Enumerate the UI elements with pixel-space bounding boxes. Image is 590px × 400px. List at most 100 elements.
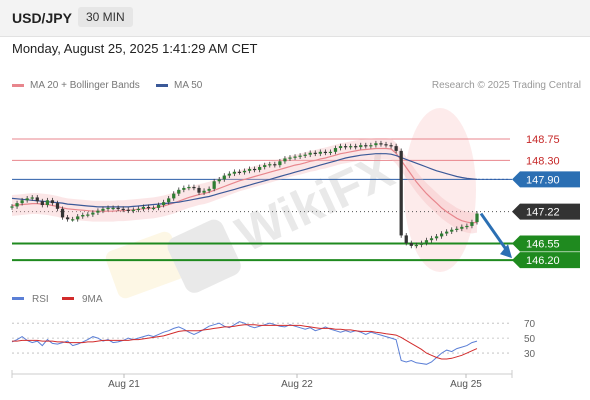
candle (268, 164, 272, 166)
rsi-line (11, 321, 478, 365)
candle (60, 208, 65, 218)
candle (288, 157, 292, 159)
level-label-147.22: 147.22 (512, 203, 580, 220)
legend-ma20-label: MA 20 + Bollinger Bands (30, 80, 140, 91)
candle (237, 171, 242, 173)
candle (328, 151, 333, 154)
x-tick-label: Aug 25 (450, 379, 482, 390)
forecast-arrow-icon (479, 212, 512, 259)
candle (419, 243, 424, 245)
rsi-legend: RSI 9MA (12, 294, 103, 305)
candle (202, 190, 206, 193)
ma50-swatch (156, 83, 168, 87)
candle (424, 240, 429, 244)
candle (349, 146, 353, 148)
candle (55, 203, 60, 209)
candle (121, 208, 125, 211)
x-tick-label: Aug 22 (281, 379, 313, 390)
candle (156, 205, 161, 208)
candle (283, 158, 287, 162)
ma20-line (11, 147, 478, 224)
candle (76, 216, 80, 220)
price-levels (12, 138, 518, 262)
candle (116, 207, 120, 210)
candle (45, 200, 50, 206)
ma50-line (11, 153, 478, 208)
level-label-146.20: 146.20 (512, 252, 580, 269)
ma9-legend-label: 9MA (82, 294, 103, 305)
x-tick-label: Aug 21 (108, 379, 140, 390)
candle (192, 186, 196, 189)
candle (414, 244, 418, 247)
level-tag (512, 235, 580, 252)
candle (389, 145, 393, 147)
legend-ma50-label: MA 50 (174, 80, 203, 91)
symbol-label: USD/JPY (12, 10, 72, 26)
header-bar: USD/JPY 30 MIN (0, 0, 590, 37)
candle (475, 213, 479, 223)
legend-ma20: MA 20 + Bollinger Bands (12, 80, 140, 91)
candle (131, 209, 135, 211)
level-label-148.30: 148.30 (526, 155, 560, 167)
rsi-tick-label: 50 (524, 334, 536, 345)
candle (81, 215, 85, 217)
candle (232, 171, 237, 174)
candle (303, 154, 307, 156)
legend-ma50: MA 50 (156, 80, 202, 91)
candle (434, 236, 439, 239)
candle (313, 152, 317, 154)
candle (182, 187, 186, 190)
rsi-legend-label: RSI (32, 294, 49, 305)
candle (212, 181, 216, 189)
candle (217, 179, 221, 182)
candle (379, 143, 383, 145)
candle (91, 212, 95, 215)
candle (364, 145, 368, 147)
candle (40, 201, 44, 206)
level-text: 147.90 (526, 174, 560, 186)
candle (227, 173, 231, 176)
candle (106, 207, 110, 210)
candle (343, 146, 348, 148)
datetime-label: Monday, August 25, 2025 1:41:29 AM CET (12, 41, 258, 56)
candle (126, 209, 130, 211)
rsi-swatch (12, 297, 24, 300)
x-axis: Aug 21 Aug 22 Aug 25 (11, 370, 513, 390)
level-tag (512, 252, 580, 269)
candle (369, 145, 373, 147)
candle (338, 146, 343, 149)
candle (359, 145, 363, 148)
timeframe-button[interactable]: 30 MIN (78, 7, 133, 27)
level-labels: 148.75 148.30 147.90 147.22 146.55 146.20 (512, 134, 580, 269)
candle (15, 203, 19, 207)
candle (354, 146, 358, 148)
credit-label: Research © 2025 Trading Central (431, 80, 581, 91)
candle (323, 151, 327, 154)
candle (470, 222, 474, 226)
candle (308, 152, 312, 155)
candle (465, 225, 469, 228)
candle (65, 217, 70, 220)
candle (146, 206, 151, 209)
candle (20, 200, 24, 204)
rsi-tick-label: 30 (524, 349, 536, 360)
candle (167, 198, 171, 203)
candle (25, 198, 29, 201)
candle (86, 214, 90, 216)
candle (293, 156, 297, 158)
level-label-148.75: 148.75 (526, 134, 560, 146)
arrow-head (500, 244, 512, 259)
candle (96, 210, 100, 213)
candle (136, 208, 140, 211)
level-tag (512, 171, 580, 188)
candle (172, 193, 176, 199)
candle (71, 219, 75, 221)
candle (187, 186, 191, 189)
level-text: 148.30 (526, 155, 560, 167)
candle (450, 229, 454, 232)
rsi-panel: 70 50 30 (11, 319, 536, 365)
candle (273, 164, 277, 166)
level-label-146.55: 146.55 (512, 235, 580, 252)
candle (242, 170, 247, 173)
ma20-swatch (12, 83, 24, 87)
